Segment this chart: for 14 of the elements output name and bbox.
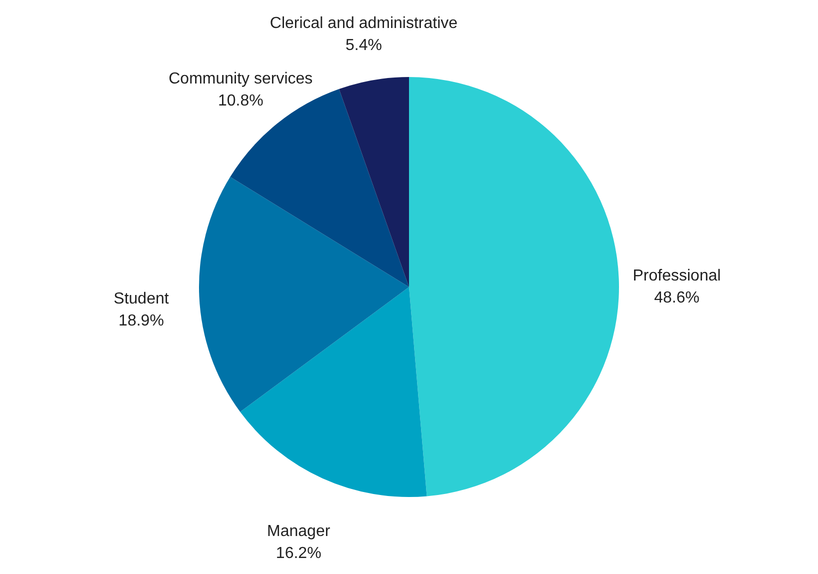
slice-label: Professional — [632, 268, 721, 285]
data-label: 10.8% — [218, 92, 264, 110]
pie-slice — [409, 77, 619, 496]
pie-slice — [240, 287, 427, 497]
slice-label: Community services — [168, 70, 313, 88]
slice-label: Manager — [267, 523, 331, 540]
data-label: 16.2% — [276, 545, 322, 562]
slice-label: Clerical and administrative — [270, 14, 458, 32]
pie-slice — [199, 176, 409, 412]
slice-label: Student — [114, 290, 170, 308]
data-label: 5.4% — [345, 36, 382, 54]
pie-slice — [339, 77, 409, 287]
data-label: 18.9% — [118, 312, 164, 330]
data-label: 48.6% — [654, 290, 700, 307]
